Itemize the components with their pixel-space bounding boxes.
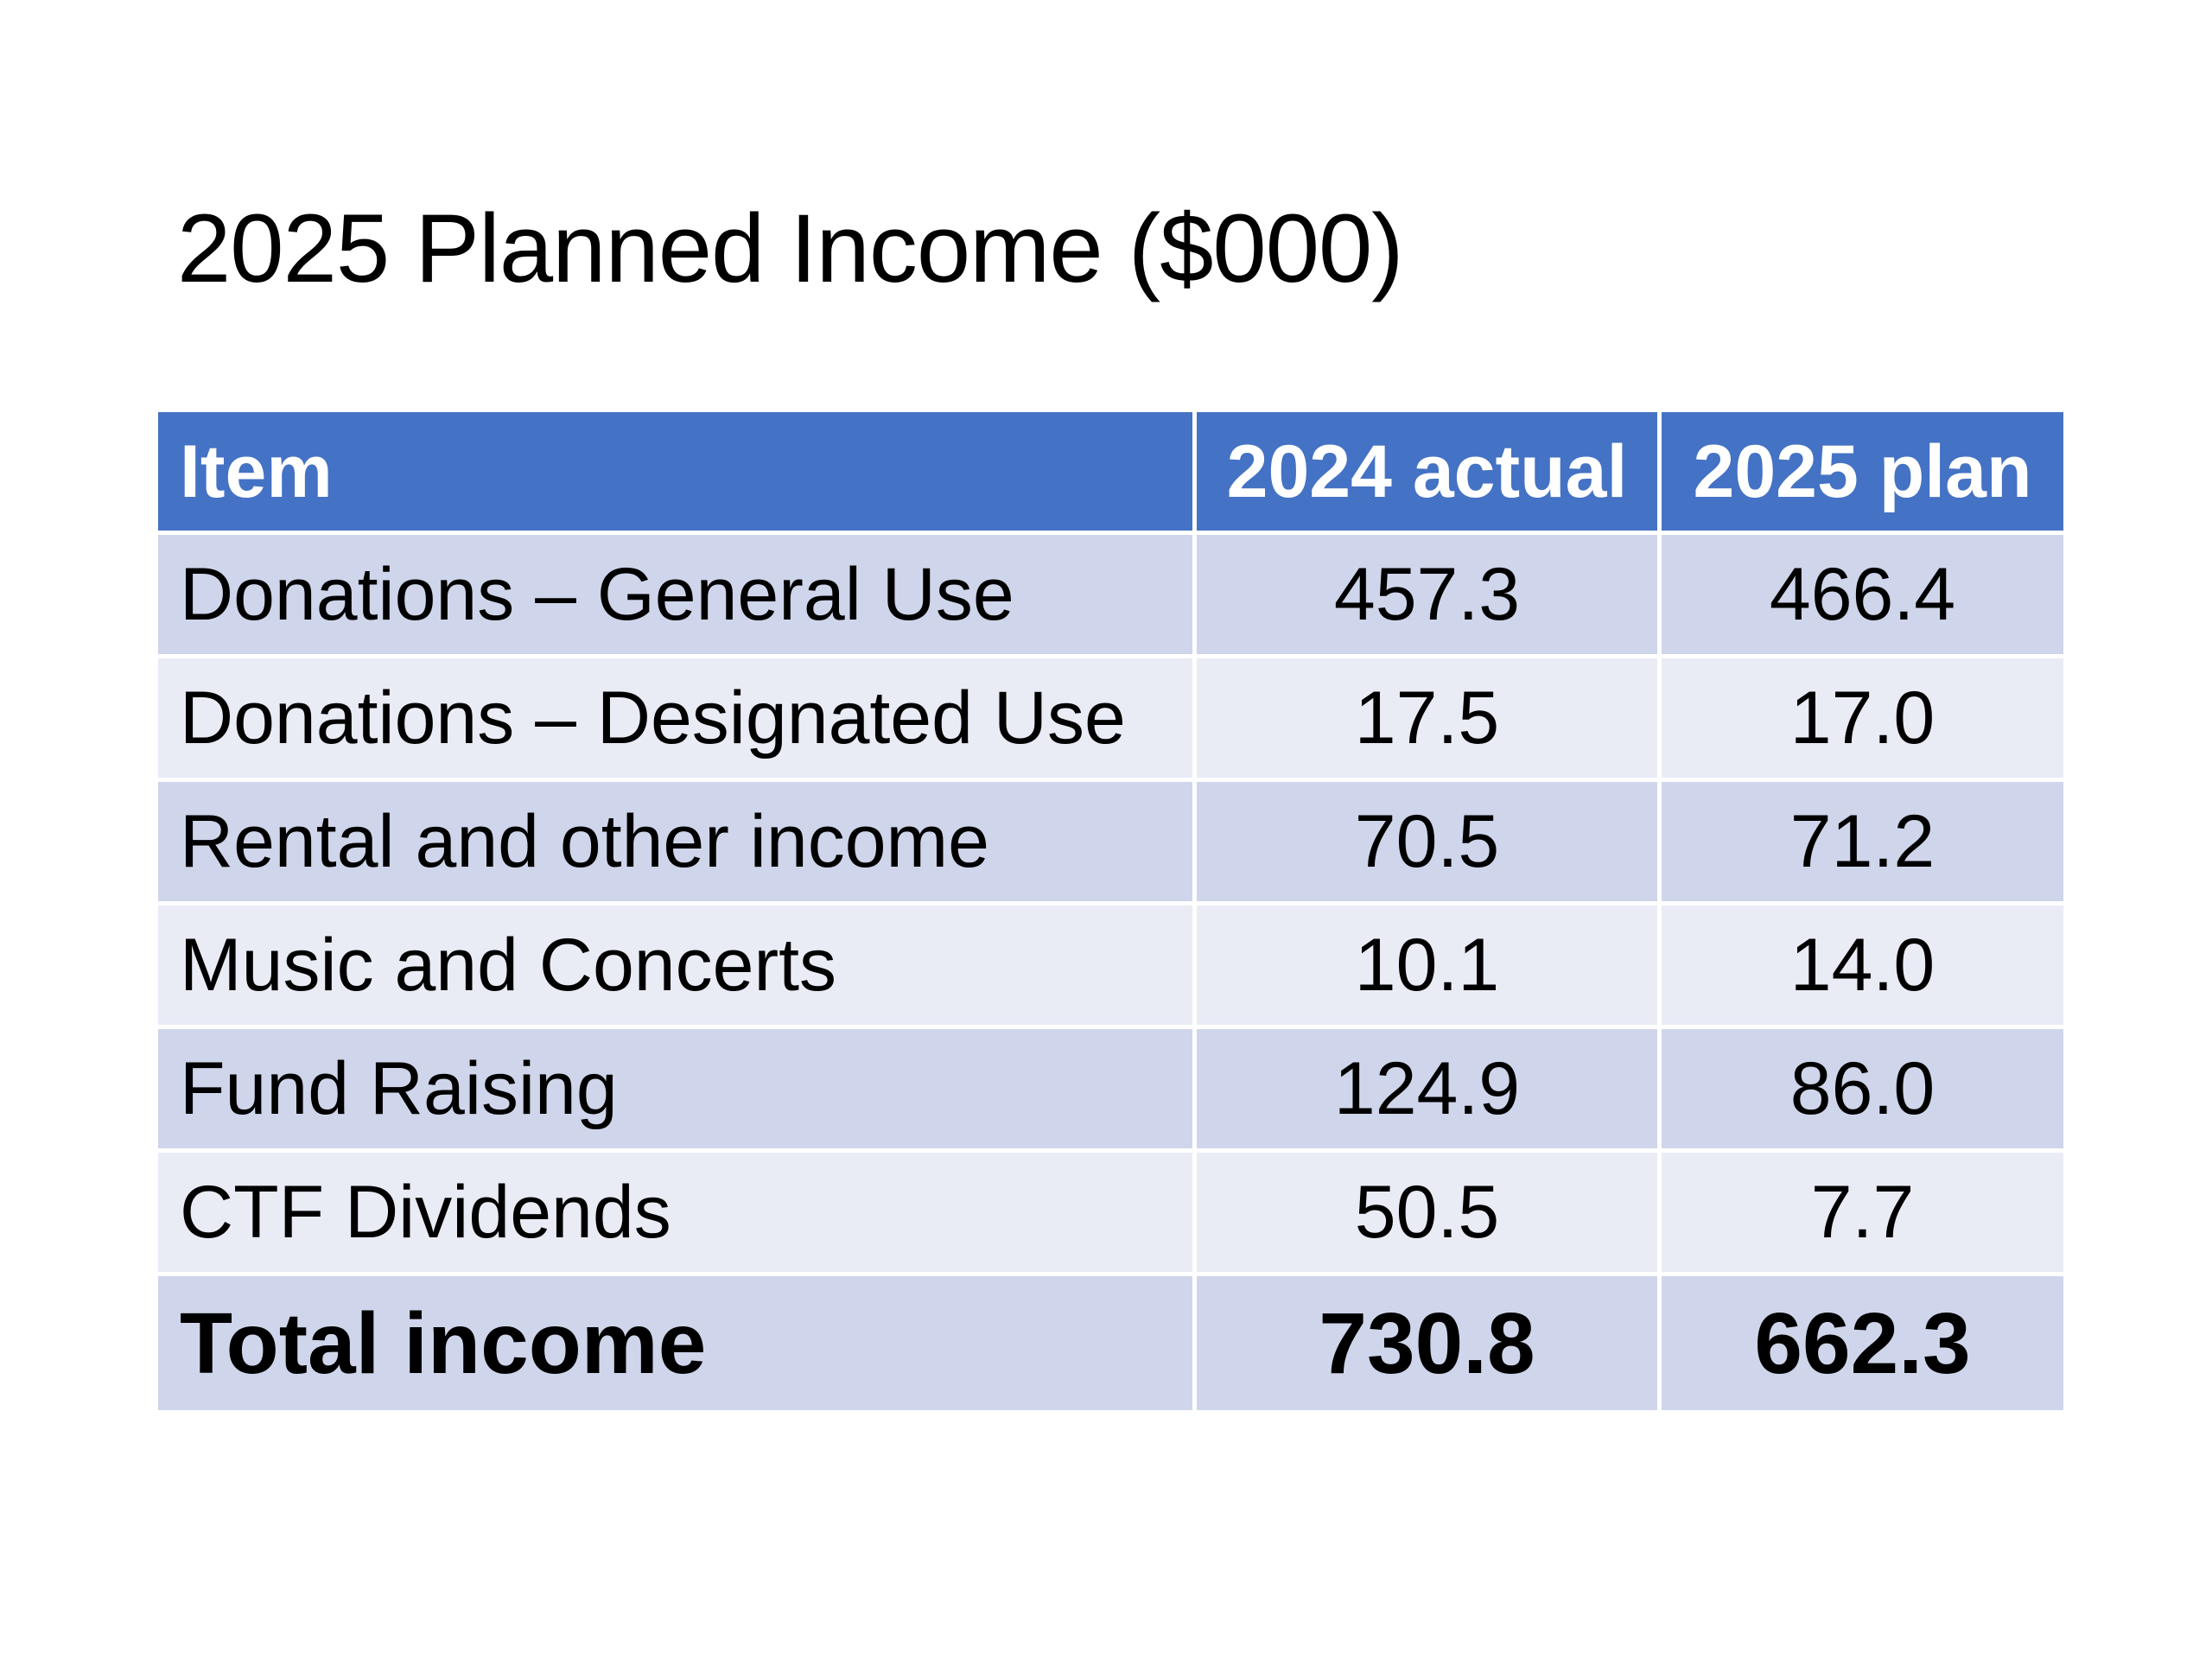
row-item-label: CTF Dividends	[154, 1148, 1197, 1276]
row-2025-value: 17.0	[1657, 654, 2068, 782]
row-2025-value: 86.0	[1657, 1025, 2068, 1153]
row-2024-value: 17.5	[1192, 654, 1662, 782]
header-2024-actual: 2024 actual	[1192, 408, 1662, 535]
table-row: CTF Dividends 50.5 7.7	[154, 1148, 2068, 1276]
header-2025-plan: 2025 plan	[1657, 408, 2068, 535]
row-2025-value: 7.7	[1657, 1148, 2068, 1276]
slide-title: 2025 Planned Income ($000)	[177, 194, 1404, 302]
table-header-row: Item 2024 actual 2025 plan	[154, 408, 2068, 535]
table-row: Music and Concerts 10.1 14.0	[154, 901, 2068, 1029]
row-2025-value: 14.0	[1657, 901, 2068, 1029]
total-row: Total income 730.8 662.3	[154, 1272, 2068, 1414]
row-2025-value: 466.4	[1657, 531, 2068, 658]
row-2025-value: 71.2	[1657, 778, 2068, 906]
total-2024-value: 730.8	[1192, 1272, 1662, 1414]
table-row: Donations – General Use 457.3 466.4	[154, 531, 2068, 658]
table-row: Donations – Designated Use 17.5 17.0	[154, 654, 2068, 782]
row-item-label: Fund Raising	[154, 1025, 1197, 1153]
row-item-label: Donations – Designated Use	[154, 654, 1197, 782]
row-2024-value: 10.1	[1192, 901, 1662, 1029]
row-item-label: Rental and other income	[154, 778, 1197, 906]
row-2024-value: 50.5	[1192, 1148, 1662, 1276]
income-table: Item 2024 actual 2025 plan Donations – G…	[154, 408, 2068, 1414]
row-item-label: Donations – General Use	[154, 531, 1197, 658]
row-2024-value: 457.3	[1192, 531, 1662, 658]
total-2025-value: 662.3	[1657, 1272, 2068, 1414]
row-2024-value: 124.9	[1192, 1025, 1662, 1153]
row-2024-value: 70.5	[1192, 778, 1662, 906]
total-label: Total income	[154, 1272, 1197, 1414]
table-row: Fund Raising 124.9 86.0	[154, 1025, 2068, 1153]
header-item: Item	[154, 408, 1197, 535]
row-item-label: Music and Concerts	[154, 901, 1197, 1029]
table-row: Rental and other income 70.5 71.2	[154, 778, 2068, 906]
